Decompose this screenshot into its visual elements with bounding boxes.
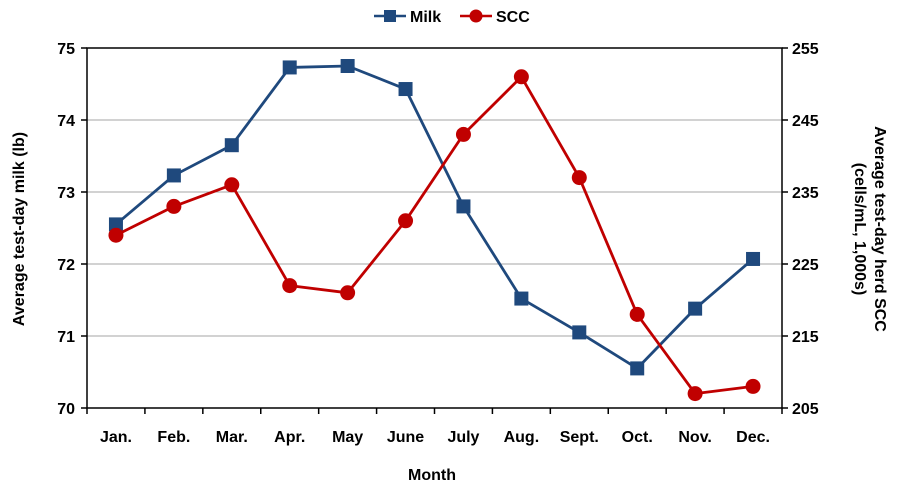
x-tick-label: July	[447, 429, 479, 446]
x-tick-label: Feb.	[157, 429, 190, 446]
data-point-scc	[745, 378, 761, 394]
y-tick-label-left: 73	[57, 185, 75, 202]
series-line-milk	[115, 64, 754, 370]
legend-milk-marker	[384, 10, 396, 22]
y-tick-label-right: 235	[792, 185, 819, 202]
y-tick-label-right: 215	[792, 329, 819, 346]
data-point-scc	[282, 278, 298, 294]
legend-scc-label: SCC	[496, 9, 530, 26]
data-point-scc	[571, 170, 587, 186]
data-point-scc	[629, 306, 645, 322]
data-point-milk	[630, 361, 645, 376]
y-tick-label-right: 255	[792, 41, 819, 58]
y-axis-title-right-line2: (cells/mL, 1,000s)	[851, 163, 868, 296]
data-point-scc	[340, 285, 356, 301]
gridlines	[87, 119, 782, 337]
data-point-milk	[224, 138, 239, 153]
plot-frame	[86, 47, 783, 409]
series	[108, 59, 761, 402]
data-point-scc	[166, 198, 182, 214]
axes	[81, 47, 788, 414]
y-tick-label-right: 205	[792, 401, 819, 418]
data-point-milk	[572, 325, 587, 340]
data-point-milk	[514, 291, 529, 306]
tick-labels: 70 71 72 73 74 75 205 215 225 235 245 255 Jan. Feb. Ma…	[57, 41, 819, 446]
y-tick-label-left: 74	[57, 113, 75, 130]
data-point-scc	[108, 227, 124, 243]
x-tick-label: Sept.	[560, 429, 599, 446]
x-tick-label: Jan.	[100, 429, 132, 446]
y-axis-title-right-line1: Average test-day herd SCC	[871, 126, 888, 332]
data-point-scc	[455, 126, 471, 142]
data-point-scc	[224, 177, 240, 193]
legend-milk-label: Milk	[410, 9, 441, 26]
data-point-milk	[746, 251, 761, 266]
x-tick-label: Apr.	[274, 429, 305, 446]
x-tick-label: May	[332, 429, 363, 446]
x-tick-label: Oct.	[622, 429, 653, 446]
data-point-milk	[108, 217, 123, 232]
data-point-milk	[688, 301, 703, 316]
x-tick-label: Mar.	[216, 429, 248, 446]
data-point-milk	[398, 82, 413, 97]
y-tick-label-left: 72	[57, 257, 75, 274]
legend: Milk SCC	[374, 9, 530, 26]
x-tick-label: June	[387, 429, 424, 446]
y-tick-label-left: 70	[57, 401, 75, 418]
series-line-scc	[115, 75, 754, 396]
x-tick-label: Aug.	[504, 429, 540, 446]
data-point-milk	[340, 59, 355, 73]
data-point-scc	[398, 213, 414, 229]
y-tick-label-right: 245	[792, 113, 819, 130]
y-tick-label-left: 71	[57, 329, 75, 346]
y-axis-title-left: Average test-day milk (lb)	[11, 132, 28, 326]
data-point-scc	[513, 69, 529, 85]
data-point-milk	[456, 199, 471, 214]
y-tick-label-left: 75	[57, 41, 75, 58]
x-axis-title: Month	[408, 467, 456, 484]
y-tick-label-right: 225	[792, 257, 819, 274]
data-point-scc	[687, 386, 703, 402]
x-tick-label: Dec.	[736, 429, 770, 446]
data-point-milk	[282, 60, 297, 75]
x-tick-label: Nov.	[678, 429, 711, 446]
legend-scc-marker	[469, 9, 483, 23]
data-point-milk	[166, 168, 181, 183]
